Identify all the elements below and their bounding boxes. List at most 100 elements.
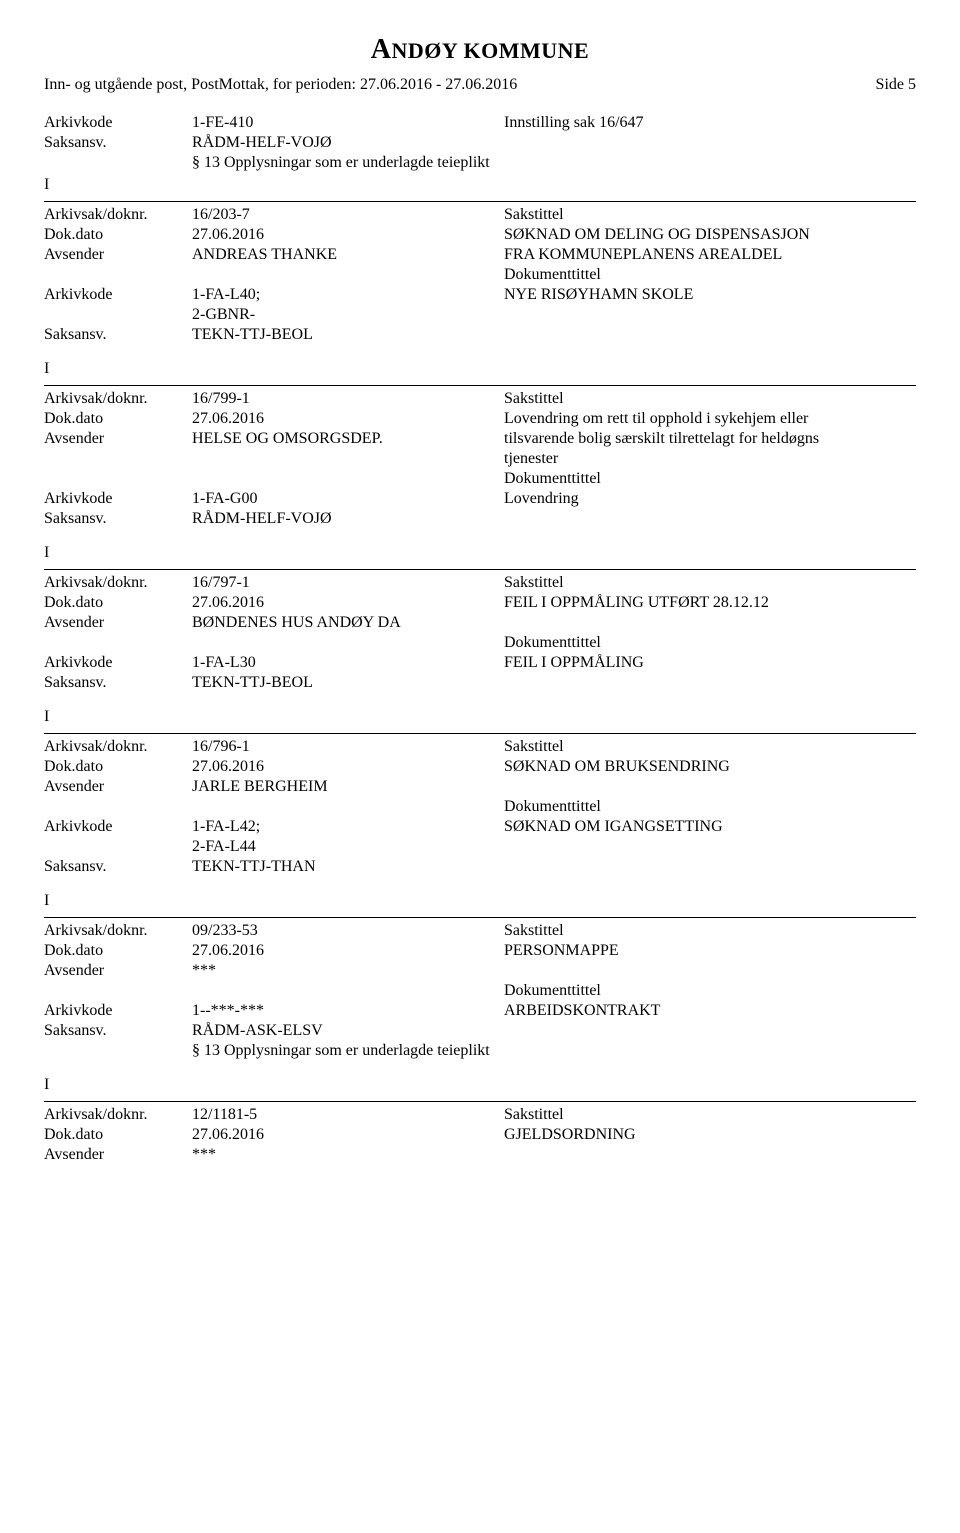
value-arkivkode: 1-FA-L40; 2-GBNR- xyxy=(192,285,504,325)
value-arkivsak: 16/799-1 xyxy=(192,389,504,409)
value-arkivsak: 09/233-53 xyxy=(192,921,504,941)
label-arkivkode: Arkivkode xyxy=(44,285,192,305)
label-arkivkode: Arkivkode xyxy=(44,1001,192,1021)
value-arkivkode: 1-FE-410 xyxy=(192,113,504,133)
value-avsender: ANDREAS THANKE xyxy=(192,245,504,265)
title-rest-1: NDØY xyxy=(392,38,464,63)
separator-row xyxy=(44,913,916,921)
separator-row xyxy=(44,1097,916,1105)
value-saksansv: RÅDM-HELF-VOJØ xyxy=(192,133,504,153)
label-arkivsak: Arkivsak/doknr. xyxy=(44,921,192,941)
right-sep xyxy=(492,385,916,386)
right-sep xyxy=(492,917,916,918)
value-avsender: BØNDENES HUS ANDØY DA xyxy=(192,613,504,633)
sakstittel-line: GJELDSORDNING xyxy=(504,1125,916,1145)
label-avsender: Avsender xyxy=(44,961,192,981)
left-sep xyxy=(44,733,492,734)
left-sep xyxy=(44,917,492,918)
label-dokumenttittel: Dokumenttittel xyxy=(504,633,916,653)
label-avsender: Avsender xyxy=(44,777,192,797)
label-avsender: Avsender xyxy=(44,429,192,449)
label-arkivsak: Arkivsak/doknr. xyxy=(44,573,192,593)
value-arkivkode: 1-FA-L42; 2-FA-L44 xyxy=(192,817,504,857)
value-arkivsak: 16/797-1 xyxy=(192,573,504,593)
sakstittel-line: SØKNAD OM DELING OG DISPENSASJON xyxy=(504,225,916,245)
value-saksansv: RÅDM-ASK-ELSV xyxy=(192,1021,504,1041)
label-dokdato: Dok.dato xyxy=(44,1125,192,1145)
value-dokumenttittel: Lovendring xyxy=(504,489,916,509)
value-dokdato: 27.06.2016 xyxy=(192,757,504,777)
value-innstilling: Innstilling sak 16/647 xyxy=(504,113,916,133)
io-letter: I xyxy=(44,175,916,195)
label-saksansv: Saksansv. xyxy=(44,133,192,153)
label-dokdato: Dok.dato xyxy=(44,757,192,777)
value-dokdato: 27.06.2016 xyxy=(192,409,504,429)
label-arkivkode: Arkivkode xyxy=(44,817,192,837)
value-arkivkode: 1--***-*** xyxy=(192,1001,504,1021)
label-dokumenttittel: Dokumenttittel xyxy=(504,469,916,489)
title-rest-2: KOMMUNE xyxy=(464,38,590,63)
sakstittel-line: tilsvarende bolig særskilt tilrettelagt … xyxy=(504,429,916,449)
label-arkivkode: Arkivkode xyxy=(44,489,192,509)
io-letter: I xyxy=(44,891,916,911)
sakstittel-line: FEIL I OPPMÅLING UTFØRT 28.12.12 xyxy=(504,593,916,613)
label-arkivsak: Arkivsak/doknr. xyxy=(44,737,192,757)
value-arkivsak: 16/796-1 xyxy=(192,737,504,757)
separator-row xyxy=(44,565,916,573)
left-sep xyxy=(44,201,492,202)
record-block: I Arkivsak/doknr. 16/799-1 Sakstittel Do… xyxy=(44,359,916,529)
separator-row xyxy=(44,381,916,389)
value-saksansv: TEKN-TTJ-BEOL xyxy=(192,325,504,345)
value-avsender: HELSE OG OMSORGSDEP. xyxy=(192,429,504,449)
label-saksansv: Saksansv. xyxy=(44,509,192,529)
record-block: I Arkivsak/doknr. 12/1181-5 Sakstittel D… xyxy=(44,1075,916,1165)
label-sakstittel: Sakstittel xyxy=(504,573,916,593)
label-arkivkode: Arkivkode xyxy=(44,113,192,133)
io-letter: I xyxy=(44,707,916,727)
label-sakstittel: Sakstittel xyxy=(504,921,916,941)
sakstittel-line: tjenester xyxy=(504,449,916,469)
label-saksansv: Saksansv. xyxy=(44,1021,192,1041)
page-number: Side 5 xyxy=(876,75,916,95)
value-avsender: *** xyxy=(192,961,504,981)
sakstittel-line: SØKNAD OM BRUKSENDRING xyxy=(504,757,916,777)
label-dokumenttittel: Dokumenttittel xyxy=(504,265,916,285)
io-letter: I xyxy=(44,543,916,563)
label-sakstittel: Sakstittel xyxy=(504,1105,916,1125)
value-arkivkode: 1-FA-G00 xyxy=(192,489,504,509)
value-dokumenttittel: NYE RISØYHAMN SKOLE xyxy=(504,285,916,305)
record-block: Arkivkode 1-FE-410 Innstilling sak 16/64… xyxy=(44,113,916,345)
title-strong: A xyxy=(371,34,392,65)
label-arkivkode: Arkivkode xyxy=(44,653,192,673)
value-note: § 13 Opplysningar som er underlagde teie… xyxy=(192,1041,504,1061)
label-dokumenttittel: Dokumenttittel xyxy=(504,981,916,1001)
label-avsender: Avsender xyxy=(44,613,192,633)
value-arkivkode: 1-FA-L30 xyxy=(192,653,504,673)
label-arkivsak: Arkivsak/doknr. xyxy=(44,205,192,225)
value-dokdato: 27.06.2016 xyxy=(192,941,504,961)
value-arkivsak: 16/203-7 xyxy=(192,205,504,225)
sakstittel-line: PERSONMAPPE xyxy=(504,941,916,961)
io-letter: I xyxy=(44,359,916,379)
record-block: I Arkivsak/doknr. 09/233-53 Sakstittel D… xyxy=(44,891,916,1061)
value-dokumenttittel: FEIL I OPPMÅLING xyxy=(504,653,916,673)
period-text: Inn- og utgående post, PostMottak, for p… xyxy=(44,75,517,95)
right-sep xyxy=(492,733,916,734)
value-dokdato: 27.06.2016 xyxy=(192,593,504,613)
separator-row xyxy=(44,197,916,205)
label-arkivsak: Arkivsak/doknr. xyxy=(44,389,192,409)
label-sakstittel: Sakstittel xyxy=(504,205,916,225)
page-title: ANDØY KOMMUNE xyxy=(44,32,916,67)
separator-row xyxy=(44,729,916,737)
right-sep xyxy=(492,1101,916,1102)
label-sakstittel: Sakstittel xyxy=(504,737,916,757)
sakstittel-line: Lovendring om rett til opphold i sykehje… xyxy=(504,409,916,429)
label-sakstittel: Sakstittel xyxy=(504,389,916,409)
record-block: I Arkivsak/doknr. 16/797-1 Sakstittel Do… xyxy=(44,543,916,693)
label-saksansv: Saksansv. xyxy=(44,673,192,693)
sakstittel-line: FRA KOMMUNEPLANENS AREALDEL xyxy=(504,245,916,265)
label-dokdato: Dok.dato xyxy=(44,409,192,429)
label-avsender: Avsender xyxy=(44,245,192,265)
value-arkivsak: 12/1181-5 xyxy=(192,1105,504,1125)
left-sep xyxy=(44,1101,492,1102)
